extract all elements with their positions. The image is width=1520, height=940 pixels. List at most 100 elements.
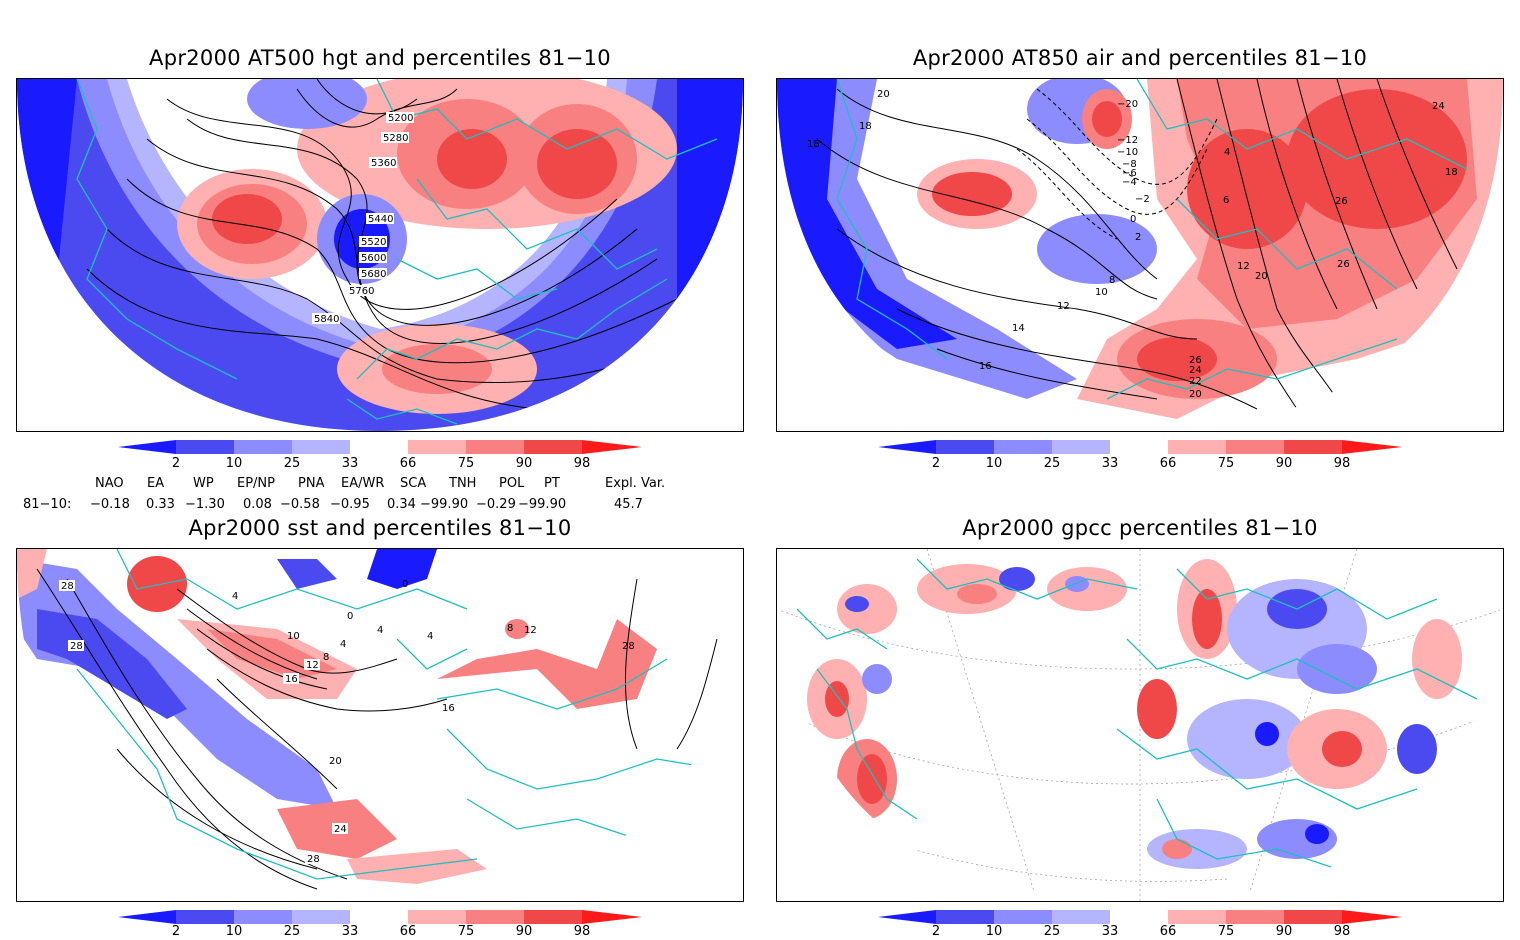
colorbar-tick: 90 [515,924,533,939]
index-header: SCA [400,476,427,491]
colorbar-tick: 98 [1333,924,1351,939]
contour-label: 5440 [368,214,393,225]
colorbar-tick: 75 [457,456,475,471]
contour-label: −20 [1117,99,1138,110]
contour-label: 18 [807,139,820,150]
contour-label: 5760 [349,286,374,297]
contour-label: 26 [1337,259,1350,270]
colorbar-tick: 98 [573,924,591,939]
index-value: −99.90 [518,497,567,512]
colorbar-tick: 90 [515,456,533,471]
contour-label: 5600 [361,253,386,264]
colorbar-air [878,440,1402,454]
contour-label: 18 [1445,167,1458,178]
panel-title-air: Apr2000 AT850 air and percentiles 81−10 [912,46,1368,70]
colorbar-tick: 2 [171,924,181,939]
colorbar-tick: 33 [1101,924,1119,939]
index-value: 0.33 [146,497,175,512]
contour-label: 28 [70,641,83,652]
contour-label: 20 [877,89,890,100]
contour-label: 16 [442,703,455,714]
contour-label: 0 [402,579,408,590]
panel-title-sst: Apr2000 sst and percentiles 81−10 [188,516,572,540]
contour-label: 24 [1189,365,1202,376]
contour-label: 0 [1130,214,1136,225]
contour-label: 5840 [314,314,339,325]
contour-label: 14 [1012,323,1025,334]
contour-label: 0 [347,611,353,622]
index-header: EP/NP [237,476,275,491]
contour-label: 4 [232,591,238,602]
contour-label: 8 [1109,275,1115,286]
index-value: −0.95 [330,497,370,512]
contour-label: 16 [285,674,298,685]
contour-label: 22 [1189,376,1202,387]
index-header: WP [193,476,214,491]
index-header: NAO [95,476,124,491]
contour-label: 20 [1189,389,1202,400]
contour-label: 12 [524,625,537,636]
index-value: −99.90 [420,497,469,512]
colorbar-tick: 33 [1101,456,1119,471]
contour-label: 12 [1237,261,1250,272]
colorbar-tick: 75 [1217,924,1235,939]
contour-label: 10 [1095,287,1108,298]
contour-label: 8 [323,652,329,663]
contour-label: 5200 [388,113,413,124]
colorbar-tick: 75 [457,924,475,939]
index-value: −1.30 [185,497,225,512]
colorbar-tick: 10 [225,924,243,939]
colorbar-tick: 66 [1159,924,1177,939]
colorbar-tick: 25 [1043,924,1061,939]
contour-label: 20 [329,756,342,767]
contour-label: −12 [1117,135,1138,146]
contour-label: 16 [979,361,992,372]
contour-label: −4 [1122,177,1137,188]
contour-label: 26 [1189,355,1202,366]
index-header: POL [499,476,525,491]
contour-label: 12 [1057,301,1070,312]
colorbar-sst [118,910,642,924]
contour-label: 5280 [383,133,408,144]
colorbar-tick: 10 [985,456,1003,471]
contour-label: 5680 [361,269,386,280]
colorbar-tick: 75 [1217,456,1235,471]
panel-title-gpcc: Apr2000 gpcc percentiles 81−10 [962,516,1318,540]
contour-label: 4 [377,625,383,636]
index-header: PNA [298,476,325,491]
colorbar-tick: 66 [399,924,417,939]
index-header: EA/WR [341,476,385,491]
colorbar-gpcc [878,910,1402,924]
index-value: −0.29 [476,497,516,512]
contour-label: 4 [1224,147,1230,158]
index-value: −0.58 [280,497,320,512]
index-value: −0.18 [90,497,130,512]
map-panel-air: 20 18 18 −20 −12 −10 −8 −6 −4 −2 0 2 4 6… [776,78,1504,432]
colorbar-tick: 66 [399,456,417,471]
index-row-label: 81−10: [23,497,72,512]
index-value: 0.08 [243,497,272,512]
colorbar-tick: 33 [341,456,359,471]
colorbar-tick: 10 [985,924,1003,939]
contour-label: −10 [1117,147,1138,158]
colorbar-tick: 25 [1043,456,1061,471]
contour-label: 24 [334,824,347,835]
colorbar-tick: 66 [1159,456,1177,471]
contour-label: 8 [507,623,513,634]
colorbar-tick: 2 [171,456,181,471]
index-header: PT [544,476,560,491]
contour-label: 28 [307,854,320,865]
contour-label: 12 [306,660,319,671]
contour-label: −2 [1135,194,1150,205]
contour-label: −6 [1122,168,1137,179]
contour-label: 10 [287,631,300,642]
contour-label: 5520 [361,237,386,248]
map-panel-gpcc [776,548,1504,902]
contour-label: 18 [859,121,872,132]
index-header: TNH [449,476,477,491]
colorbar-tick: 10 [225,456,243,471]
panel-title-hgt: Apr2000 AT500 hgt and percentiles 81−10 [149,46,611,70]
contour-label: 2 [1135,232,1141,243]
colorbar-tick: 33 [341,924,359,939]
contour-label: 26 [1335,196,1348,207]
